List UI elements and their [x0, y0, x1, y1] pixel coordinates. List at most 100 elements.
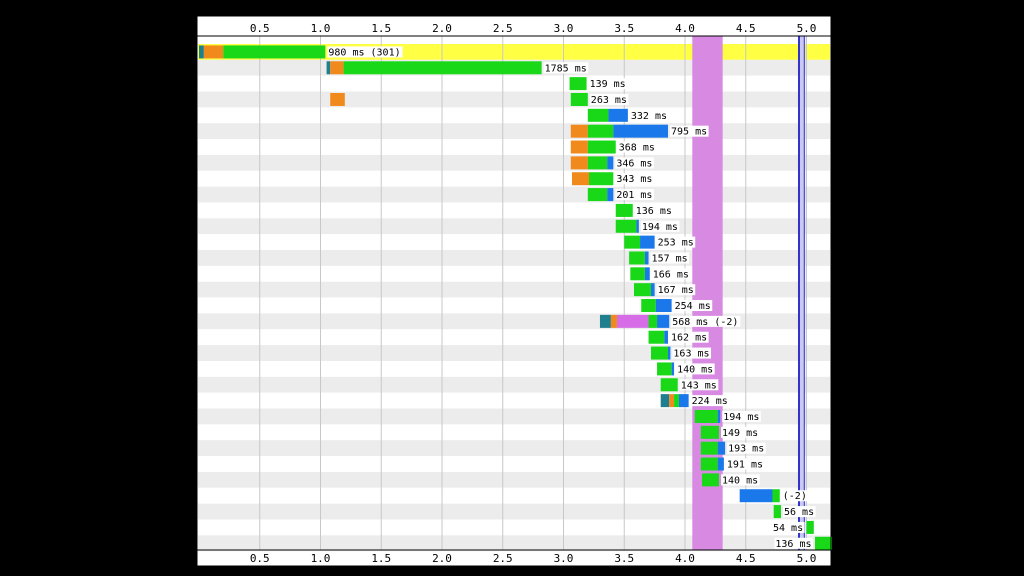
row-stripe	[198, 408, 830, 425]
x-tick-label-bottom: 1.5	[371, 552, 391, 565]
connect-segment	[203, 45, 224, 59]
request-row: 194 ms	[615, 219, 680, 233]
dns-segment	[199, 45, 204, 59]
request-label-bg	[781, 490, 809, 502]
request-duration-label: 56 ms	[784, 507, 814, 518]
row-stripe	[198, 440, 830, 457]
request-label-bg	[690, 395, 730, 407]
request-row: 201 ms	[587, 188, 654, 202]
request-row: (-2)	[739, 489, 809, 503]
row-stripe	[198, 392, 830, 409]
x-tick-label-bottom: 3.5	[614, 552, 634, 565]
request-duration-label: 795 ms	[671, 127, 707, 138]
request-label-bg	[589, 93, 629, 105]
request-duration-label: 368 ms	[619, 143, 655, 154]
ttfb-segment	[694, 409, 718, 423]
ttfb-segment	[700, 457, 718, 471]
request-duration-label: 54 ms	[773, 523, 803, 534]
download-segment	[717, 441, 726, 455]
request-label-bg	[673, 300, 713, 312]
row-stripe	[198, 202, 830, 219]
request-label-bg	[656, 284, 696, 296]
request-duration-label: 162 ms	[671, 333, 707, 344]
request-row: 254 ms	[641, 299, 713, 313]
request-duration-label: 193 ms	[728, 444, 764, 455]
request-label-bg	[327, 46, 403, 58]
request-label-bg	[617, 141, 657, 153]
request-label-bg	[772, 521, 805, 533]
row-stripe	[198, 75, 830, 92]
request-label-bg	[629, 109, 669, 121]
download-segment	[608, 108, 628, 122]
x-tick-label-top: 0.5	[250, 22, 270, 35]
x-tick-label-top: 1.5	[371, 22, 391, 35]
ttfb-segment	[343, 61, 542, 75]
request-row: 143 ms	[660, 378, 719, 392]
request-row: 568 ms (-2)	[599, 314, 741, 328]
ttfb-segment	[648, 314, 658, 328]
ttfb-segment	[587, 108, 609, 122]
request-duration-label: 253 ms	[658, 238, 694, 249]
dns-segment	[660, 394, 670, 408]
download-segment	[644, 251, 649, 265]
request-row: 139 ms	[569, 77, 628, 91]
ttfb-segment	[674, 394, 679, 408]
request-duration-label: 568 ms (-2)	[672, 317, 738, 328]
request-row: 140 ms	[657, 362, 715, 376]
dns-segment	[599, 314, 611, 328]
ttfb-segment	[587, 124, 614, 138]
ttfb-segment	[641, 299, 656, 313]
request-duration-label: 346 ms	[616, 158, 652, 169]
request-duration-label: 157 ms	[652, 253, 688, 264]
request-label-bg	[721, 474, 760, 486]
request-row: 193 ms	[700, 441, 766, 455]
x-tick-label-top: 5.0	[797, 22, 817, 35]
request-duration-label: 136 ms	[636, 206, 672, 217]
ttfb-segment	[615, 203, 633, 217]
row-stripe	[198, 424, 830, 441]
request-duration-label: 166 ms	[653, 269, 689, 280]
row-stripe	[198, 297, 830, 314]
request-duration-label: 254 ms	[675, 301, 711, 312]
x-tick-label-top: 1.0	[311, 22, 331, 35]
request-row: 167 ms	[633, 283, 696, 297]
download-segment	[636, 219, 639, 233]
download-segment	[678, 394, 689, 408]
download-segment	[671, 362, 675, 376]
download-segment	[717, 457, 724, 471]
request-duration-label: 194 ms	[723, 412, 759, 423]
row-stripe	[198, 265, 830, 282]
ssl-segment	[616, 314, 649, 328]
connect-segment	[570, 124, 588, 138]
row-stripe	[198, 361, 830, 377]
connect-segment	[570, 140, 588, 154]
request-label-bg	[634, 204, 674, 216]
x-tick-label-bottom: 0.5	[250, 552, 270, 565]
download-segment	[739, 489, 773, 503]
request-row: 1785 ms	[326, 61, 589, 75]
ttfb-segment	[702, 473, 720, 487]
row-stripe	[198, 471, 830, 488]
download-segment	[640, 235, 655, 249]
request-row: 56 ms	[773, 505, 816, 519]
x-tick-label-bottom: 1.0	[311, 552, 331, 565]
request-duration-label: 224 ms	[692, 396, 728, 407]
ttfb-segment	[772, 489, 780, 503]
ttfb-segment	[700, 441, 718, 455]
request-label-bg	[640, 220, 680, 232]
download-segment	[607, 188, 614, 202]
request-row: 157 ms	[629, 251, 690, 265]
row-stripe	[198, 456, 830, 472]
ttfb-segment	[630, 267, 645, 281]
request-row: 346 ms	[570, 156, 654, 170]
request-label-bg	[782, 506, 816, 518]
row-stripe	[198, 107, 830, 124]
request-duration-label: 149 ms	[722, 428, 758, 439]
request-row: 54 ms	[772, 520, 814, 534]
request-label-bg	[671, 315, 741, 327]
x-tick-label-top: 3.5	[614, 22, 634, 35]
row-stripe	[198, 503, 830, 520]
row-stripe	[198, 170, 830, 187]
connect-segment	[330, 92, 345, 106]
request-duration-label: 1785 ms	[545, 63, 587, 74]
